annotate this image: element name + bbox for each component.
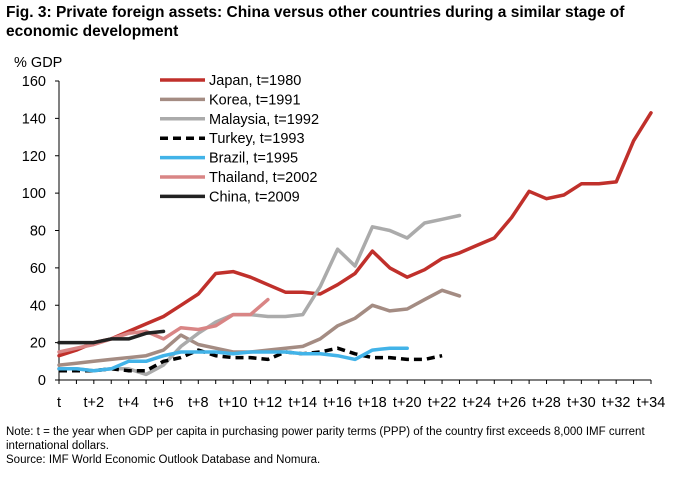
x-tick-label: t+30 xyxy=(567,395,596,411)
legend-label-4: Brazil, t=1995 xyxy=(209,151,298,167)
x-tick-label: t+6 xyxy=(153,395,174,411)
legend-label-6: China, t=2009 xyxy=(209,189,300,205)
x-tick-label: t+8 xyxy=(188,395,209,411)
y-tick-label: 60 xyxy=(30,261,46,277)
y-tick-label: 40 xyxy=(30,298,46,314)
note-source: Source: IMF World Economic Outlook Datab… xyxy=(6,454,321,466)
chart-notes: Note: t = the year when GDP per capita i… xyxy=(6,425,666,467)
legend-label-5: Thailand, t=2002 xyxy=(209,170,317,186)
x-tick-label: t xyxy=(57,395,61,411)
x-tick-label: t+10 xyxy=(219,395,248,411)
series-line-6 xyxy=(57,329,166,345)
y-tick-label: 160 xyxy=(22,74,46,90)
y-tick-label: 80 xyxy=(30,224,46,240)
x-tick-label: t+34 xyxy=(637,395,666,411)
chart-legend: Japan, t=1980 Korea, t=1991 Malaysia, t=19… xyxy=(160,73,319,205)
x-tick-label: t+16 xyxy=(323,395,352,411)
x-tick-label: t+24 xyxy=(463,395,492,411)
y-tick-label: 100 xyxy=(22,186,46,202)
y-tick-label: 120 xyxy=(22,149,46,165)
series-line-4 xyxy=(57,346,409,373)
legend-label-3: Turkey, t=1993 xyxy=(209,131,305,147)
note-definition: Note: t = the year when GDP per capita i… xyxy=(6,426,645,452)
legend-label-0: Japan, t=1980 xyxy=(209,73,301,89)
y-axis-label: % GDP xyxy=(14,55,62,71)
x-tick-label: t+20 xyxy=(393,395,422,411)
x-tick-label: t+32 xyxy=(602,395,631,411)
series-line-3 xyxy=(59,346,443,373)
y-tick-label: 140 xyxy=(22,111,46,127)
y-tick-label: 20 xyxy=(30,336,46,352)
chart-lines xyxy=(57,111,653,377)
x-tick-label: t+4 xyxy=(118,395,139,411)
x-tick-label: t+22 xyxy=(428,395,457,411)
x-tick-label: t+2 xyxy=(84,395,105,411)
x-tick-label: t+28 xyxy=(532,395,561,411)
y-tick-label: 0 xyxy=(38,373,46,389)
legend-label-2: Malaysia, t=1992 xyxy=(209,112,319,128)
x-tick-label: t+26 xyxy=(497,395,526,411)
chart-title: Fig. 3: Private foreign assets: China ve… xyxy=(6,4,625,40)
series-line-1 xyxy=(57,288,462,367)
legend-label-1: Korea, t=1991 xyxy=(209,92,301,108)
x-tick-label: t+14 xyxy=(288,395,317,411)
series-line-0 xyxy=(57,111,653,358)
x-tick-label: t+12 xyxy=(254,395,283,411)
series-line-5 xyxy=(57,297,270,354)
x-tick-label: t+18 xyxy=(358,395,387,411)
chart-axes: 0 20 40 60 80 100 120 140 160 % GDP t t+2 t+4 t+6 t+8 t… xyxy=(14,55,665,411)
